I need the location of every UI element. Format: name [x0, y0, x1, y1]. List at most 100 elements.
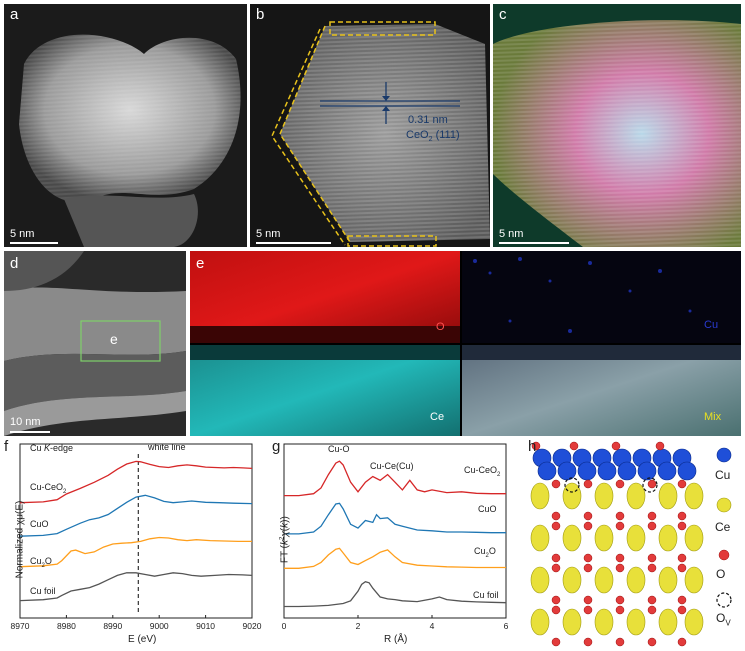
ce-atom [562, 524, 582, 552]
cu-atom [597, 461, 617, 481]
series-line-cu-ceo2 [284, 460, 506, 497]
cu-atom [617, 461, 637, 481]
ce-atom [626, 482, 646, 510]
panel-d-label: d [10, 255, 19, 272]
ce-atom [530, 524, 550, 552]
scalebar-d-label: 10 nm [10, 416, 41, 428]
chart-g-label-cufoil: Cu foil [473, 590, 499, 600]
exafs-chart: 0 2 4 6 [282, 443, 509, 631]
scalebar-c-label: 5 nm [499, 228, 524, 240]
o-atom [611, 441, 621, 451]
o-atom [583, 553, 593, 563]
legend-ce-marker [716, 497, 732, 513]
scalebar-c [499, 242, 569, 244]
chart-g-xlabel: R (Å) [384, 634, 408, 645]
ce-atom [594, 524, 614, 552]
o-atom [655, 441, 665, 451]
ce-atom [626, 566, 646, 594]
o-atom [583, 479, 593, 489]
ce-atom [658, 482, 678, 510]
series-line-cuo [19, 494, 253, 537]
chart-f-xlabel: E (eV) [128, 634, 157, 645]
lattice-spacing-label: 0.31 nm [408, 114, 448, 126]
chart-g-peak-cuo: Cu-O [328, 444, 350, 454]
o-atom [583, 637, 593, 647]
panel-a-label: a [10, 6, 19, 23]
chart-f-label-cuceo2: Cu-CeO2 [30, 482, 67, 495]
x-tick-label: 8970 [11, 621, 30, 631]
o-atom [647, 479, 657, 489]
o-atom [583, 563, 593, 573]
o-atom [615, 553, 625, 563]
ce-atom [594, 566, 614, 594]
o-atom [647, 605, 657, 615]
haadf-image-b [250, 4, 490, 247]
scalebar-d [10, 431, 50, 433]
ce-atom [562, 482, 582, 510]
lattice-plane-label: CeO2 (111) [406, 129, 460, 144]
plot-frame [19, 443, 253, 619]
ce-atom [684, 524, 704, 552]
ce-atom [562, 566, 582, 594]
o-atom [615, 479, 625, 489]
o-atom [615, 563, 625, 573]
o-atom [647, 553, 657, 563]
o-atom [647, 563, 657, 573]
chart-f-label-cufoil: Cu foil [30, 586, 56, 596]
region-e-box-label: e [110, 331, 118, 347]
map-label-ce: Ce [430, 411, 445, 423]
o-atom [551, 553, 561, 563]
x-tick-label: 9010 [196, 621, 215, 631]
scalebar-a-label: 5 nm [10, 228, 35, 240]
ce-atom [684, 608, 704, 636]
legend-ov-label: OV [716, 611, 731, 628]
chart-g-peak-cuce: Cu-Ce(Cu) [370, 461, 414, 471]
panel-c-image: c 5 nm [493, 4, 741, 247]
eels-overlay-c [493, 4, 741, 247]
xanes-chart: 8970 8980 8990 9000 9010 9020 [11, 443, 262, 631]
series-line-cu2o [284, 547, 506, 569]
chart-f-ylabel: Normalized χμ(E) [14, 500, 26, 579]
oxygen-vacancy [564, 477, 580, 493]
scalebar-b-label: 5 nm [256, 228, 281, 240]
o-atom [583, 595, 593, 605]
panel-h-label: h [528, 438, 537, 455]
series-line-cu-foil [19, 572, 253, 602]
ce-atom [658, 524, 678, 552]
legend-o-label: O [716, 567, 726, 581]
x-tick-label: 2 [356, 621, 361, 631]
o-atom [677, 605, 687, 615]
legend-ce-label: Ce [715, 520, 731, 534]
o-atom [677, 511, 687, 521]
chart-g-label-cu2o: Cu2O [474, 546, 496, 559]
legend-cu-label: Cu [715, 468, 731, 482]
o-atom [583, 511, 593, 521]
ce-atom [658, 608, 678, 636]
panel-a-image: a 5 nm [4, 4, 247, 247]
legend-o-marker [718, 549, 730, 561]
ce-atom [594, 482, 614, 510]
panel-f-chart: f 8970 8980 8990 9000 9010 9020 Cu K-edge whi… [0, 438, 270, 651]
o-atom [583, 521, 593, 531]
o-atom [551, 521, 561, 531]
o-atom [615, 511, 625, 521]
haadf-image-a [4, 4, 247, 247]
o-atom [615, 605, 625, 615]
series-line-cu2o [19, 536, 252, 568]
ce-atom [530, 566, 550, 594]
panel-c-label: c [499, 6, 507, 23]
panel-e-maps: e O Cu Ce Mix [190, 251, 741, 436]
panel-e-label: e [196, 255, 205, 272]
o-atom [551, 595, 561, 605]
cu-atom [537, 461, 557, 481]
oxygen-vacancy [642, 477, 658, 493]
chart-f-title: Cu K-edge [30, 443, 74, 453]
o-atom [569, 441, 579, 451]
o-atom [551, 479, 561, 489]
chart-g-label-cuo: CuO [478, 504, 497, 514]
map-label-mix: Mix [704, 411, 722, 423]
cu-atom [657, 461, 677, 481]
x-tick-label: 9020 [243, 621, 262, 631]
x-tick-label: 9000 [150, 621, 169, 631]
ce-atom [684, 566, 704, 594]
